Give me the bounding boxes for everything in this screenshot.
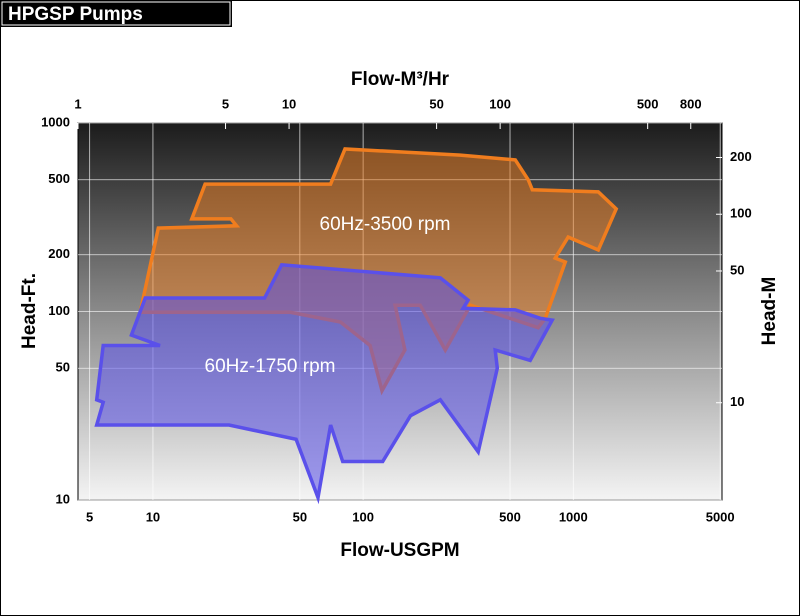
x-tick-label: 1000 — [559, 509, 588, 524]
x-tick-label: 100 — [352, 509, 374, 524]
operating-region — [94, 262, 555, 505]
x-axis-title: Flow-USGPM — [340, 540, 459, 561]
y-tick-label: 500 — [48, 171, 70, 186]
y-axis-title: Head-Ft. — [19, 273, 40, 349]
y-tick-label: 10 — [56, 491, 70, 506]
y2-tick-label: 200 — [730, 149, 752, 164]
y2-tick-label: 10 — [730, 394, 744, 409]
y2-tick-label: 50 — [730, 262, 744, 277]
x2-tick-label: 5 — [222, 96, 229, 111]
region-label: 60Hz-1750 rpm — [205, 356, 336, 377]
y-tick-label: 50 — [56, 360, 70, 375]
x2-tick-label: 800 — [680, 96, 702, 111]
y2-axis-title: Head-M — [759, 277, 780, 346]
x2-tick-label: 1 — [74, 96, 81, 111]
x-tick-label: 50 — [293, 509, 307, 524]
y-tick-label: 1000 — [41, 114, 70, 129]
y-tick-label: 200 — [48, 246, 70, 261]
x-tick-label: 5000 — [706, 509, 735, 524]
x2-tick-label: 100 — [489, 96, 511, 111]
chart-title: HPGSP Pumps — [8, 4, 143, 25]
title-box — [0, 0, 232, 27]
x-tick-label: 10 — [146, 509, 160, 524]
x2-axis-title: Flow-M³/Hr — [351, 69, 450, 90]
title-box-border — [1, 1, 231, 26]
x-tick-label: 500 — [499, 509, 521, 524]
x2-tick-label: 50 — [429, 96, 443, 111]
y2-tick-label: 100 — [730, 206, 752, 221]
x2-tick-label: 500 — [637, 96, 659, 111]
y-tick-label: 100 — [48, 303, 70, 318]
x-tick-label: 5 — [86, 509, 93, 524]
region-label: 60Hz-3500 rpm — [320, 214, 451, 235]
x2-tick-label: 10 — [282, 96, 296, 111]
